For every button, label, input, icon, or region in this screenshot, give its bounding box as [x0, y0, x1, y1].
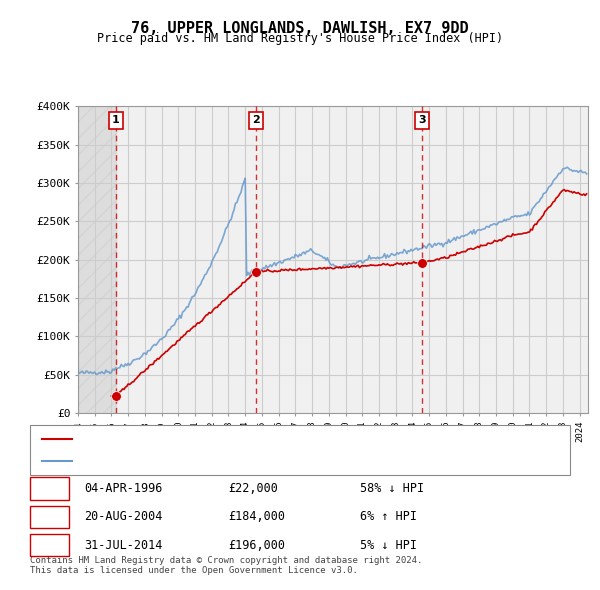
- Text: £22,000: £22,000: [228, 482, 278, 495]
- Text: 2: 2: [46, 510, 53, 523]
- Text: 1: 1: [112, 116, 120, 126]
- Text: 5% ↓ HPI: 5% ↓ HPI: [360, 539, 417, 552]
- Text: 2: 2: [252, 116, 260, 126]
- Text: 76, UPPER LONGLANDS, DAWLISH, EX7 9DD (semi-detached house): 76, UPPER LONGLANDS, DAWLISH, EX7 9DD (s…: [78, 434, 447, 444]
- Text: 6% ↑ HPI: 6% ↑ HPI: [360, 510, 417, 523]
- Text: 04-APR-1996: 04-APR-1996: [84, 482, 163, 495]
- Text: 58% ↓ HPI: 58% ↓ HPI: [360, 482, 424, 495]
- Bar: [78, 106, 116, 413]
- Text: £184,000: £184,000: [228, 510, 285, 523]
- Text: 76, UPPER LONGLANDS, DAWLISH, EX7 9DD: 76, UPPER LONGLANDS, DAWLISH, EX7 9DD: [131, 21, 469, 35]
- Text: 31-JUL-2014: 31-JUL-2014: [84, 539, 163, 552]
- Text: 1: 1: [46, 482, 53, 495]
- Text: HPI: Average price, semi-detached house, Teignbridge: HPI: Average price, semi-detached house,…: [78, 456, 403, 466]
- Text: £196,000: £196,000: [228, 539, 285, 552]
- Text: 3: 3: [418, 116, 426, 126]
- Text: 3: 3: [46, 539, 53, 552]
- Text: Price paid vs. HM Land Registry's House Price Index (HPI): Price paid vs. HM Land Registry's House …: [97, 32, 503, 45]
- Text: 20-AUG-2004: 20-AUG-2004: [84, 510, 163, 523]
- Text: Contains HM Land Registry data © Crown copyright and database right 2024.
This d: Contains HM Land Registry data © Crown c…: [30, 556, 422, 575]
